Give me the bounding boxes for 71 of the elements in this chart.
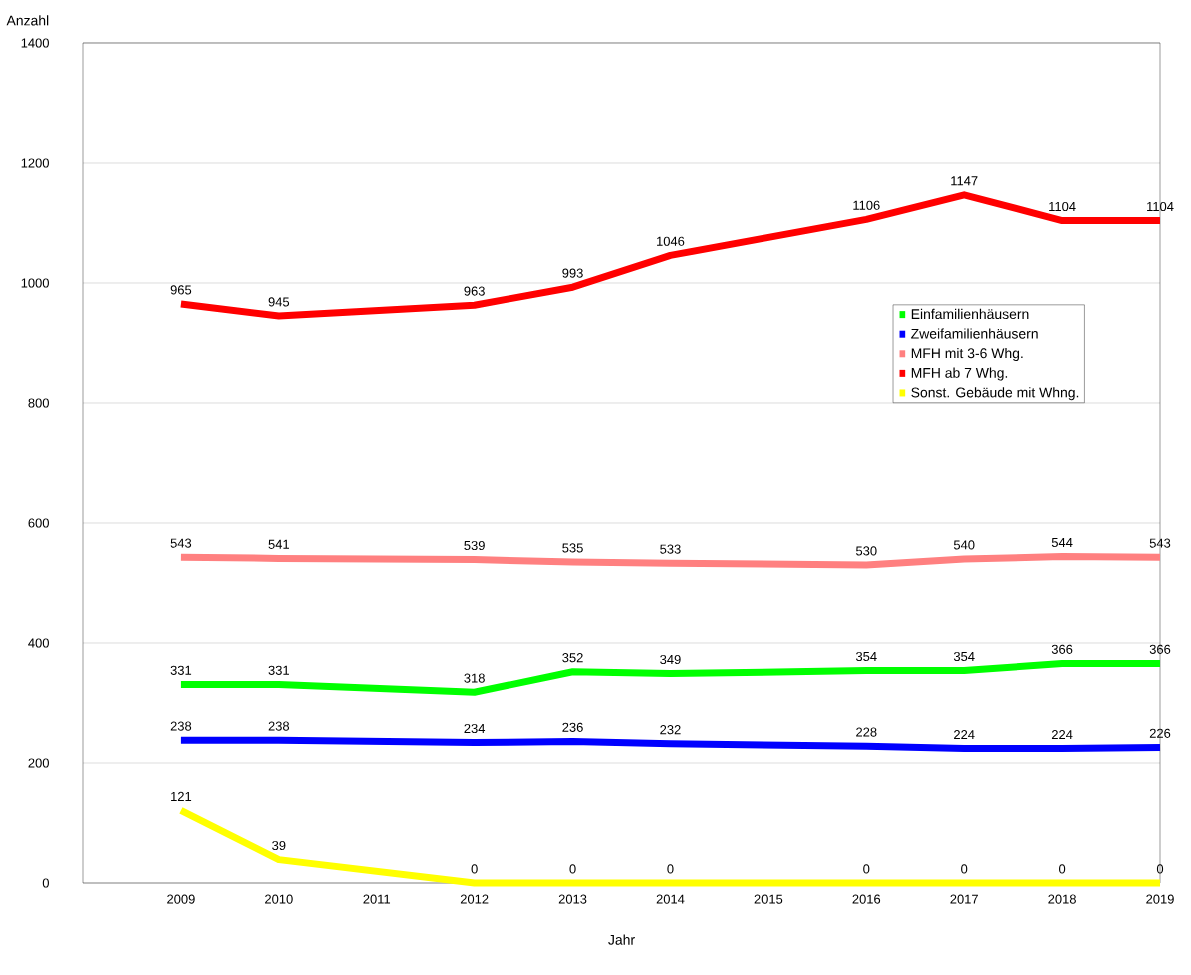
y-tick-label: 200 <box>28 758 49 768</box>
data-label: 1147 <box>951 176 978 186</box>
y-tick-label: 1200 <box>21 158 49 168</box>
data-label: 540 <box>953 540 975 550</box>
y-tick-label: 400 <box>28 638 49 648</box>
data-label: 1046 <box>657 236 685 246</box>
x-tick-label: 2019 <box>1146 894 1174 904</box>
data-label: 238 <box>170 721 192 731</box>
legend-label: Zweifamilienhäusern <box>911 328 1038 339</box>
data-label: 331 <box>170 665 192 675</box>
data-label: 543 <box>170 538 192 548</box>
data-label: 236 <box>562 722 583 732</box>
data-label: 349 <box>660 654 681 665</box>
data-label: 544 <box>1051 538 1073 548</box>
data-label: 0 <box>667 864 674 874</box>
legend-label: MFH ab 7 Whg. <box>911 367 1008 381</box>
data-label: 232 <box>660 725 681 735</box>
y-axis-title: Anzahl <box>6 15 49 26</box>
data-label: 238 <box>268 721 290 731</box>
data-label: 945 <box>268 297 290 307</box>
x-tick-label: 2018 <box>1048 894 1076 904</box>
data-label: 539 <box>464 540 485 551</box>
data-label: 993 <box>562 268 583 278</box>
legend-label: Einfamilienhäusern <box>911 308 1029 320</box>
data-label: 1104 <box>1147 201 1174 212</box>
x-tick-label: 2014 <box>656 894 685 904</box>
y-tick-label: 800 <box>28 398 49 408</box>
x-tick-label: 2012 <box>460 894 489 904</box>
data-label: 224 <box>1051 730 1073 740</box>
legend-label: Sonst. Gebäude mit Whng. <box>911 387 1079 401</box>
data-label: 366 <box>1149 644 1171 654</box>
y-tick-label: 1000 <box>21 278 49 288</box>
x-tick-label: 2011 <box>363 894 391 904</box>
data-label: 354 <box>953 651 975 662</box>
data-label: 0 <box>1059 864 1066 874</box>
legend-label: MFH mit 3-6 Whg. <box>911 347 1023 361</box>
x-tick-label: 2010 <box>265 894 293 904</box>
data-label: 0 <box>569 864 576 874</box>
data-label: 1104 <box>1049 201 1076 212</box>
x-axis-title: Jahr <box>608 934 635 945</box>
data-label: 39 <box>272 840 286 851</box>
data-label: 331 <box>268 665 289 675</box>
data-label: 965 <box>170 285 192 295</box>
data-label: 318 <box>464 673 485 683</box>
data-label: 352 <box>562 653 583 663</box>
x-tick-label: 2015 <box>754 894 783 904</box>
data-label: 541 <box>268 539 289 549</box>
x-tick-label: 2009 <box>167 894 195 904</box>
data-label: 543 <box>1149 538 1171 548</box>
data-label: 0 <box>961 864 968 874</box>
data-label: 533 <box>660 544 681 554</box>
x-tick-label: 2013 <box>558 894 587 904</box>
data-label: 224 <box>954 730 975 740</box>
y-tick-label: 1400 <box>21 38 49 48</box>
data-label: 226 <box>1149 728 1171 738</box>
data-label: 234 <box>464 723 486 734</box>
data-label: 0 <box>863 864 870 874</box>
data-label: 530 <box>855 546 877 556</box>
x-tick-label: 2017 <box>950 894 978 904</box>
data-label: 228 <box>856 727 877 737</box>
x-tick-label: 2016 <box>852 894 881 904</box>
data-label: 0 <box>1156 864 1164 874</box>
data-label: 1106 <box>853 200 880 210</box>
data-label: 354 <box>855 651 877 662</box>
data-label: 535 <box>562 543 583 553</box>
data-label: 963 <box>464 286 485 296</box>
data-label: 0 <box>471 864 478 874</box>
y-tick-label: 600 <box>28 518 49 528</box>
data-label: 366 <box>1051 644 1073 654</box>
data-label: 121 <box>171 791 192 801</box>
y-tick-label: 0 <box>42 878 49 888</box>
